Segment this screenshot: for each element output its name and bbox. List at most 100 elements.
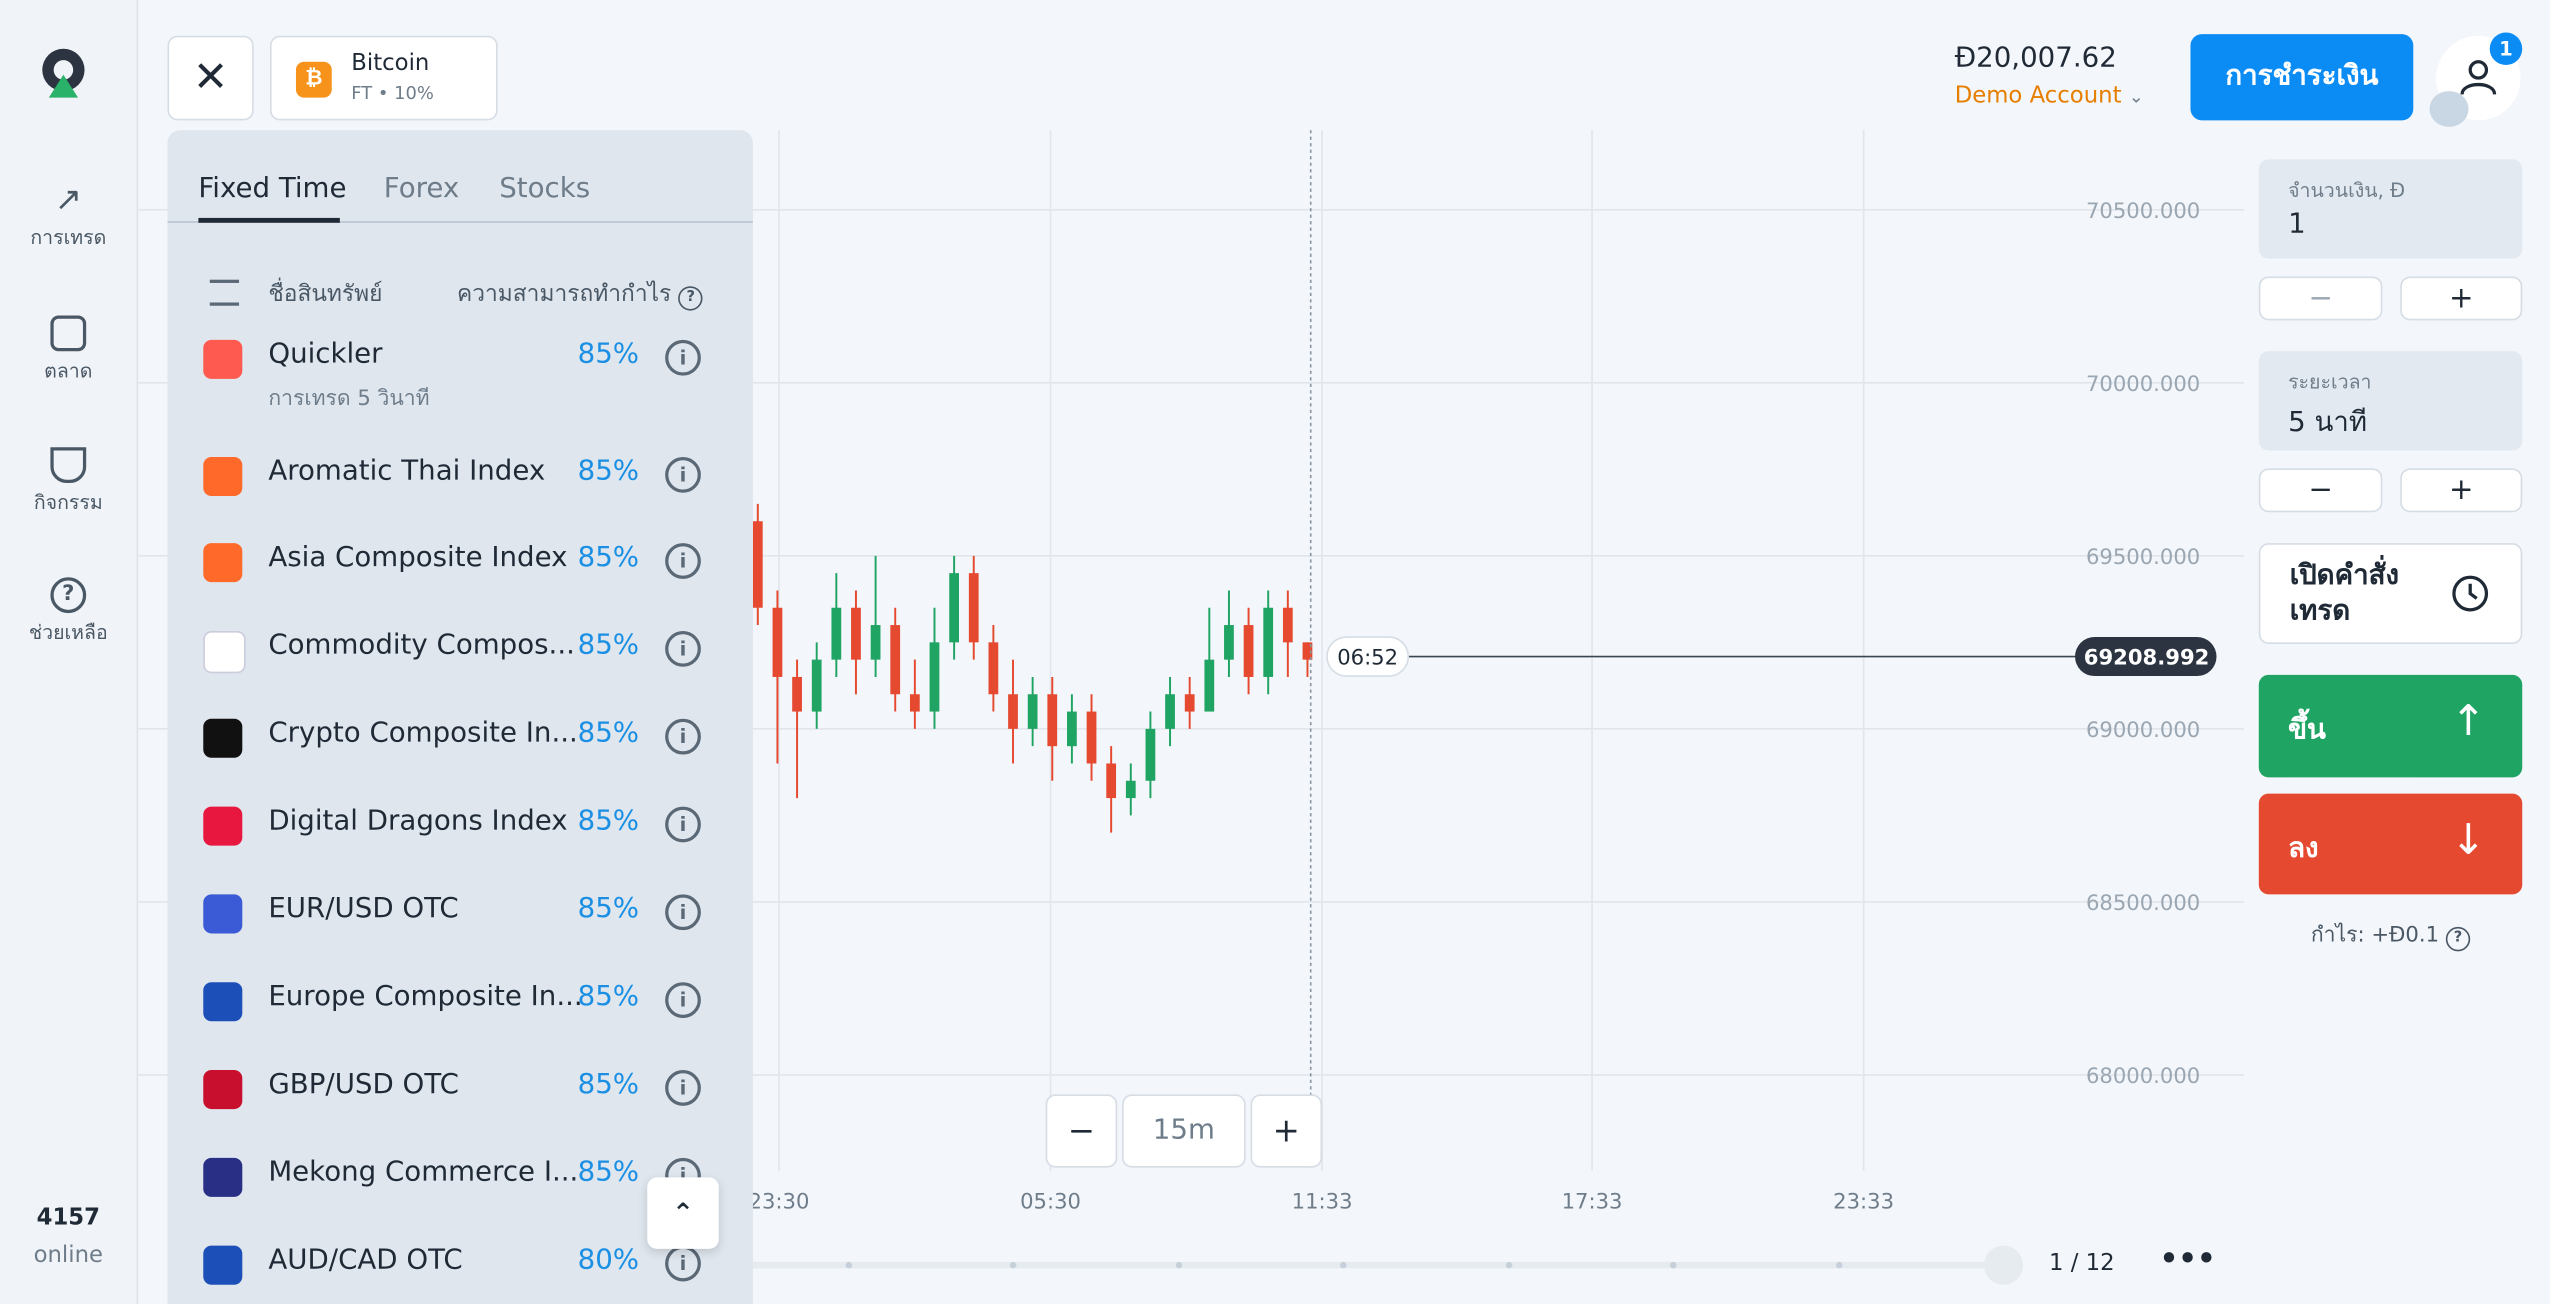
y-tick-label: 68500.000 <box>2086 890 2200 915</box>
asset-row[interactable]: GBP/USD OTC 85% i <box>167 1068 752 1153</box>
more-button[interactable]: ••• <box>2159 1242 2216 1277</box>
asset-payout: 85% <box>577 455 640 488</box>
price-tag-label: 69208.992 <box>2084 645 2210 670</box>
nav-trade[interactable]: ↗ การเทรด <box>30 178 107 249</box>
scroll-dot <box>1009 1261 1017 1269</box>
tab[interactable]: Fixed Time <box>198 172 347 205</box>
level-badge <box>2429 91 2469 127</box>
candle-body <box>909 694 920 712</box>
info-icon[interactable]: i <box>665 543 701 579</box>
payment-button[interactable]: การชำระเงิน <box>2190 34 2414 121</box>
amount-value: 1 <box>2288 208 2306 241</box>
asset-payout: 85% <box>577 338 640 371</box>
x-tick-label: 23:30 <box>749 1188 810 1213</box>
scroll-up-button[interactable]: ⌃ <box>647 1177 719 1249</box>
info-icon[interactable]: i <box>665 718 701 755</box>
asset-row[interactable]: Crypto Composite In... 85% i <box>167 717 752 802</box>
down-arrow: ↓ <box>2450 816 2487 866</box>
y-tick-label: 68000.000 <box>2086 1063 2200 1088</box>
candle-body <box>1184 694 1195 712</box>
scroll-dot <box>1505 1261 1513 1269</box>
candle-body <box>968 573 979 643</box>
info-icon[interactable]: i <box>665 630 701 667</box>
notification-badge: 1 <box>2489 32 2523 66</box>
down-label: ลง <box>2288 832 2319 866</box>
amount-label: จำนวนเงิน, Đ <box>2288 178 2406 202</box>
zoom-in[interactable]: + <box>1250 1094 1323 1168</box>
asset-name: AUD/CAD OTC <box>268 1244 463 1277</box>
asset-row[interactable]: AUD/CAD OTC 80% i <box>167 1244 752 1304</box>
amount-input[interactable]: จำนวนเงิน, Đ 1 <box>2258 159 2523 259</box>
open-order-button[interactable]: เปิดคำสั่งเทรด <box>2258 543 2523 644</box>
candle-body <box>772 607 783 677</box>
candle-body <box>1008 694 1018 729</box>
asset-payout: 85% <box>577 717 640 750</box>
scroll-dot <box>1175 1261 1183 1269</box>
candle-body <box>811 659 822 712</box>
candle-body <box>870 625 881 660</box>
nav-help[interactable]: ? ช่วยเหลือ <box>0 577 137 649</box>
x-tick-label: 05:30 <box>1020 1188 1081 1213</box>
duration-value: 5 นาที <box>2288 406 2368 440</box>
asset-name: Commodity Compos... <box>268 629 575 662</box>
asset-row[interactable]: Asia Composite Index 85% i <box>167 542 752 626</box>
nav-activities[interactable]: กิจกรรม <box>0 447 137 519</box>
tab[interactable]: Forex <box>383 172 460 205</box>
asset-row[interactable]: Quickler การเทรด 5 วินาที 85% i <box>167 338 752 423</box>
candle-body <box>1282 607 1293 643</box>
asset-payout: 85% <box>577 1068 640 1101</box>
asset-row[interactable]: EUR/USD OTC 85% i <box>167 893 752 977</box>
timeframe[interactable]: 15m <box>1122 1094 1246 1168</box>
x-tick-label: 17:33 <box>1562 1188 1623 1213</box>
asset-icon <box>203 630 246 674</box>
info-icon[interactable]: i <box>665 339 701 376</box>
bitcoin-icon: ₿ <box>295 61 332 98</box>
account-switch[interactable]: Demo Account ⌄ <box>1954 82 2144 109</box>
column-profit-wrap: ความสามารถทำกำไร ? <box>457 276 703 312</box>
asset-row[interactable]: Europe Composite In... 85% i <box>167 981 752 1065</box>
tab-underline <box>198 217 340 223</box>
amount-minus[interactable]: − <box>2258 276 2383 321</box>
y-tick-label: 69000.000 <box>2086 717 2200 742</box>
duration-input[interactable]: ระยะเวลา 5 นาที <box>2258 351 2523 451</box>
profile-button[interactable]: 1 <box>2429 32 2523 127</box>
down-button[interactable]: ลง ↓ <box>2258 793 2523 895</box>
asset-name: Aromatic Thai Index <box>268 455 546 488</box>
close-button[interactable]: ✕ <box>167 35 254 121</box>
zoom-out[interactable]: − <box>1045 1094 1118 1168</box>
open-order-label: เปิดคำสั่งเทรด <box>2289 559 2400 628</box>
asset-icon <box>203 982 243 1022</box>
info-icon[interactable]: i <box>665 456 701 493</box>
candle-body <box>1165 694 1175 729</box>
amount-plus[interactable]: + <box>2400 276 2523 321</box>
scroll-dot <box>1670 1261 1677 1269</box>
duration-minus[interactable]: − <box>2258 468 2383 513</box>
page-indicator: 1 / 12 <box>2049 1250 2115 1277</box>
duration-plus[interactable]: + <box>2400 468 2523 513</box>
asset-sub: FT • 10% <box>351 82 434 105</box>
price-tag <box>2075 637 2217 677</box>
asset-name: Digital Dragons Index <box>268 804 568 838</box>
y-tick-label: 70500.000 <box>2086 198 2200 223</box>
sort-icon[interactable] <box>209 279 240 306</box>
info-icon[interactable]: i <box>665 894 701 931</box>
info-icon[interactable]: i <box>665 982 701 1019</box>
info-icon[interactable]: i <box>665 1245 701 1282</box>
up-button[interactable]: ขึ้น ↑ <box>2258 674 2523 778</box>
asset-payout: 85% <box>577 892 640 926</box>
up-label: ขึ้น <box>2288 713 2326 747</box>
candle-body <box>988 642 999 695</box>
candle-body <box>1027 694 1038 729</box>
online-count: 4157 <box>36 1205 100 1232</box>
tab[interactable]: Stocks <box>499 172 591 205</box>
scroll-handle <box>1983 1245 2023 1285</box>
info-icon[interactable]: i <box>665 806 701 843</box>
info-icon[interactable]: i <box>665 1070 701 1106</box>
candle-body <box>1302 642 1313 660</box>
asset-row[interactable]: Aromatic Thai Index 85% i <box>167 455 752 540</box>
nav-market[interactable]: ตลาด <box>0 315 137 387</box>
asset-tab[interactable]: ₿ Bitcoin FT • 10% <box>269 35 498 121</box>
asset-row[interactable]: Digital Dragons Index 85% i <box>167 805 752 889</box>
asset-icon <box>203 339 243 379</box>
asset-row[interactable]: Commodity Compos... 85% i <box>167 629 752 714</box>
